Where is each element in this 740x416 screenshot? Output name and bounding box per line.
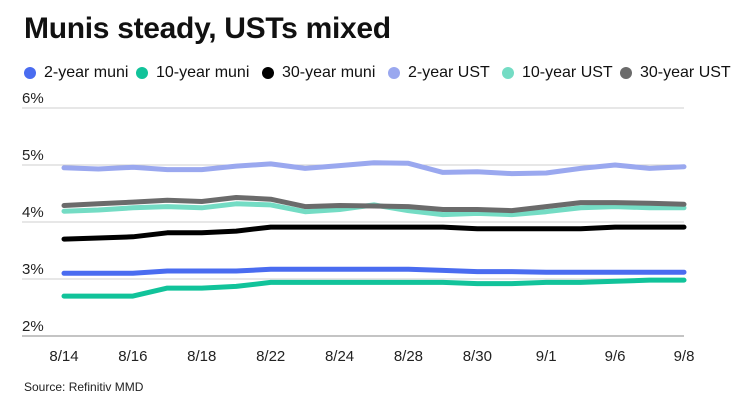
x-tick-label: 8/24 (325, 348, 354, 365)
y-tick-label: 2% (22, 318, 44, 335)
x-tick-label: 9/6 (605, 348, 626, 365)
legend-item-10-year-muni: 10-year muni (136, 62, 249, 84)
legend-item-2-year-muni: 2-year muni (24, 62, 128, 84)
series-lines (61, 160, 687, 299)
legend-label: 10-year muni (156, 64, 250, 81)
chart-title: Munis steady, USTs mixed (24, 12, 391, 45)
x-tick-label: 8/18 (187, 348, 216, 365)
series-line-30-year-muni (61, 224, 687, 242)
legend-item-30-year-ust: 30-year UST (620, 62, 731, 84)
legend-label: 30-year muni (282, 64, 376, 81)
x-tick-label: 8/16 (118, 348, 147, 365)
legend-label: 10-year UST (522, 64, 613, 81)
legend-label: 2-year UST (408, 64, 490, 81)
legend-swatch (24, 67, 36, 79)
y-tick-label: 6% (22, 90, 44, 107)
x-axis-tick-labels: 8/14 8/16 8/18 8/22 8/24 8/28 8/30 9/1 9/6 9/8 (49, 348, 694, 365)
x-tick-label: 9/1 (536, 348, 557, 365)
y-tick-label: 4% (22, 204, 44, 221)
legend-swatch (388, 67, 400, 79)
legend-swatch (262, 67, 274, 79)
chart-legend: 2-year muni 10-year muni 30-year muni 2-yea… (24, 62, 731, 84)
x-tick-label: 8/28 (394, 348, 423, 365)
y-axis-tick-labels: 2% 3% 4% 5% 6% (22, 90, 44, 335)
legend-label: 2-year muni (44, 64, 129, 81)
series-line-10-year-muni (61, 277, 687, 299)
legend-item-10-year-ust: 10-year UST (502, 62, 613, 84)
series-line-2-year-muni (61, 266, 687, 276)
x-tick-label: 9/8 (674, 348, 695, 365)
series-line-30-year-ust (61, 195, 687, 214)
gridlines (22, 107, 684, 337)
x-tick-label: 8/14 (49, 348, 78, 365)
legend-swatch (502, 67, 514, 79)
legend-swatch (136, 67, 148, 79)
legend-item-2-year-ust: 2-year UST (388, 62, 490, 84)
x-tick-label: 8/30 (463, 348, 492, 365)
series-line-2-year-ust (61, 160, 687, 177)
x-tick-label: 8/22 (256, 348, 285, 365)
y-tick-label: 3% (22, 261, 44, 278)
legend-swatch (620, 67, 632, 79)
legend-label: 30-year UST (640, 64, 731, 81)
chart-source: Source: Refinitiv MMD (24, 380, 144, 394)
y-tick-label: 5% (22, 147, 44, 164)
legend-item-30-year-muni: 30-year muni (262, 62, 375, 84)
